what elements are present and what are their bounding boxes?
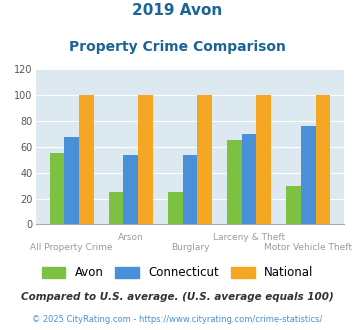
Bar: [64, 137, 79, 224]
Bar: [227, 140, 242, 224]
Bar: [182, 154, 197, 224]
Text: Burglary: Burglary: [171, 243, 209, 251]
Bar: [242, 134, 256, 224]
Text: Motor Vehicle Theft: Motor Vehicle Theft: [264, 243, 352, 251]
Bar: [124, 154, 138, 224]
Bar: [109, 192, 124, 224]
Text: © 2025 CityRating.com - https://www.cityrating.com/crime-statistics/: © 2025 CityRating.com - https://www.city…: [32, 315, 323, 324]
Text: Compared to U.S. average. (U.S. average equals 100): Compared to U.S. average. (U.S. average …: [21, 292, 334, 302]
Text: All Property Crime: All Property Crime: [31, 243, 113, 251]
Bar: [79, 95, 94, 224]
Bar: [168, 192, 182, 224]
Bar: [286, 185, 301, 224]
Text: Larceny & Theft: Larceny & Theft: [213, 233, 285, 242]
Bar: [197, 95, 212, 224]
Bar: [256, 95, 271, 224]
Legend: Avon, Connecticut, National: Avon, Connecticut, National: [37, 262, 318, 284]
Bar: [316, 95, 330, 224]
Text: Arson: Arson: [118, 233, 144, 242]
Text: 2019 Avon: 2019 Avon: [132, 3, 223, 18]
Bar: [301, 126, 316, 224]
Bar: [138, 95, 153, 224]
Bar: [50, 153, 64, 224]
Text: Property Crime Comparison: Property Crime Comparison: [69, 40, 286, 53]
